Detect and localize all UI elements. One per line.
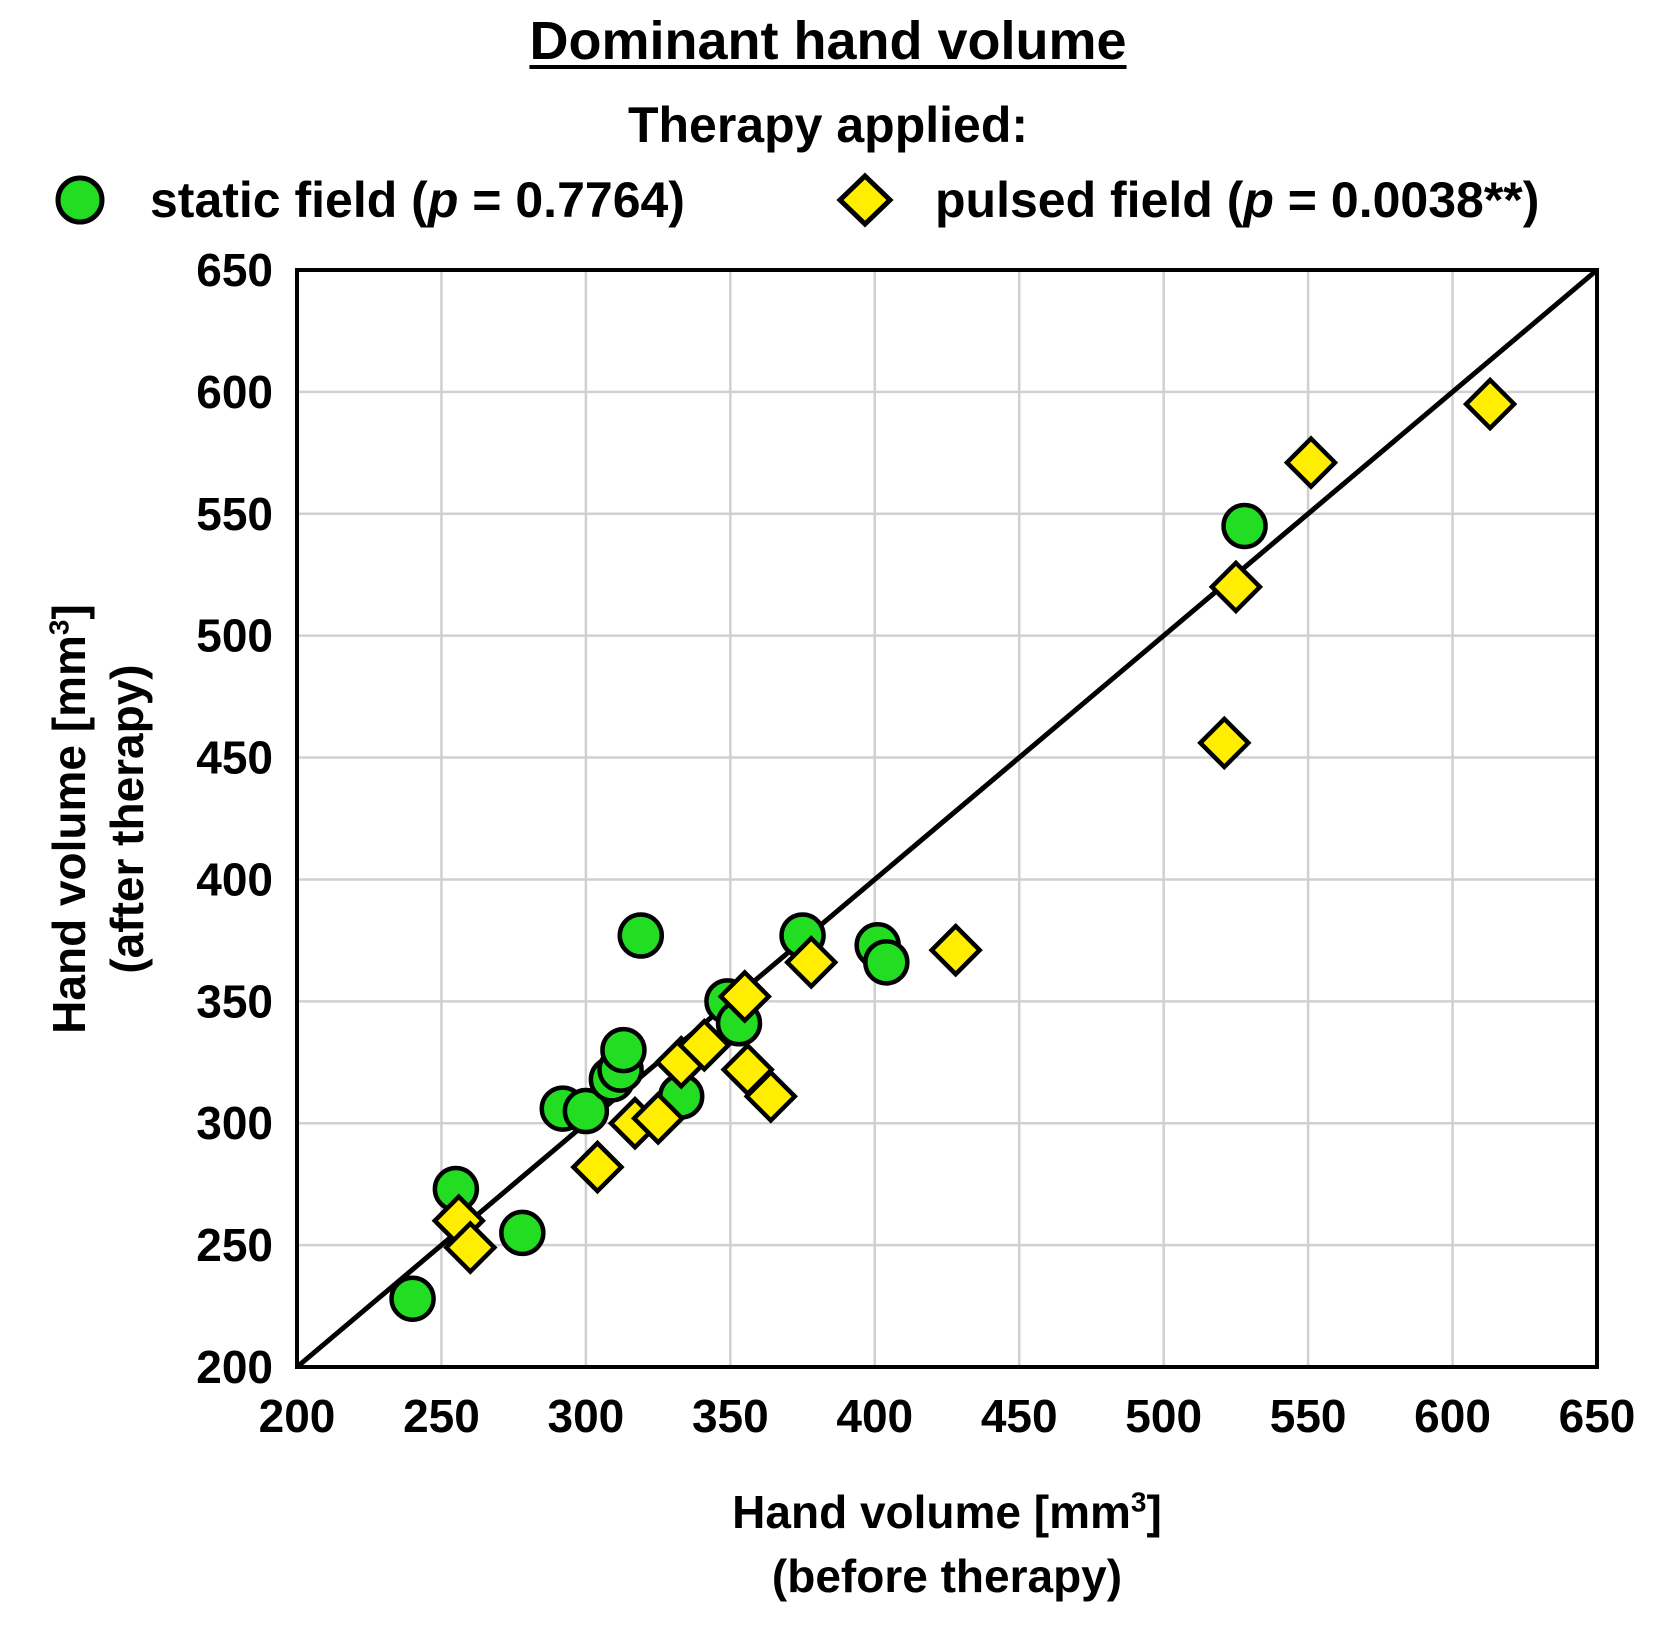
pulsed-point-11	[928, 922, 983, 978]
y-tick-label-600: 600	[196, 366, 273, 418]
x-tick-labels: 200 250 300 350 400 450 500 550 600 650	[259, 1390, 1636, 1442]
pulsed-point-1	[443, 1220, 498, 1275]
pulsed-point-6	[677, 1018, 732, 1073]
legend: static field (p = 0.7764) pulsed field (…	[0, 168, 1656, 232]
x-tick-label-250: 250	[403, 1390, 480, 1442]
chart-title: Dominant hand volume	[529, 11, 1127, 71]
legend-label-static: static field (p = 0.7764)	[150, 172, 685, 228]
y-tick-labels: 200 250 300 350 400 450 500 550 600 650	[196, 244, 273, 1393]
static-point-0	[389, 1275, 436, 1322]
y-tick-label-250: 250	[196, 1219, 273, 1271]
static-point-8	[617, 912, 665, 959]
y-tick-label-550: 550	[196, 488, 273, 540]
pulsed-point-2	[570, 1139, 625, 1195]
x-tick-label-450: 450	[981, 1390, 1058, 1442]
pulsed-point-10	[784, 935, 839, 990]
pulsed-point-13	[1208, 559, 1264, 615]
y-tick-label-300: 300	[196, 1097, 273, 1149]
y-axis-title-line1: Hand volume [mm3]	[43, 603, 95, 1034]
x-axis-title-line2: (before therapy)	[771, 1550, 1123, 1602]
pulsed-point-12	[1197, 715, 1252, 771]
x-tick-label-650: 650	[1559, 1390, 1636, 1442]
pulsed-point-9	[743, 1069, 798, 1124]
x-tick-label-600: 600	[1414, 1390, 1491, 1442]
y-tick-label-450: 450	[196, 732, 273, 784]
legend-marker-pulsed	[836, 172, 894, 228]
y-tick-label-500: 500	[196, 610, 273, 662]
y-axis-title-line2: (after therapy)	[101, 663, 153, 974]
pulsed-point-15	[1462, 376, 1518, 432]
pulsed-field-points	[431, 376, 1518, 1275]
static-point-7	[600, 1026, 647, 1074]
legend-title: Therapy applied:	[627, 97, 1029, 153]
plot-frame	[295, 268, 1599, 1369]
y-tick-label-200: 200	[196, 1341, 273, 1393]
static-field-points	[389, 502, 1268, 1322]
identity-line-group	[295, 268, 1599, 1369]
x-tick-label-550: 550	[1270, 1390, 1347, 1442]
y-tick-label-650: 650	[196, 244, 273, 296]
pulsed-point-7	[717, 969, 772, 1024]
x-axis-title-line1: Hand volume [mm3]	[732, 1486, 1162, 1538]
x-tick-label-350: 350	[692, 1390, 769, 1442]
pulsed-point-4	[630, 1091, 686, 1146]
static-point-2	[499, 1209, 546, 1257]
static-point-4	[562, 1087, 610, 1135]
identity-line	[295, 268, 1599, 1369]
static-point-14	[863, 939, 910, 986]
x-tick-label-300: 300	[548, 1390, 625, 1442]
legend-marker-static	[55, 175, 105, 225]
x-tick-label-400: 400	[836, 1390, 913, 1442]
x-tick-label-500: 500	[1125, 1390, 1202, 1442]
plot-border	[295, 268, 1599, 1369]
static-point-15	[1221, 502, 1268, 550]
legend-label-pulsed: pulsed field (p = 0.0038**)	[935, 172, 1540, 228]
pulsed-point-14	[1283, 435, 1339, 490]
y-tick-label-350: 350	[196, 975, 273, 1027]
x-tick-label-200: 200	[259, 1390, 336, 1442]
x-axis-title: Hand volume [mm3] (before therapy)	[547, 1480, 1347, 1608]
y-tick-label-400: 400	[196, 853, 273, 905]
